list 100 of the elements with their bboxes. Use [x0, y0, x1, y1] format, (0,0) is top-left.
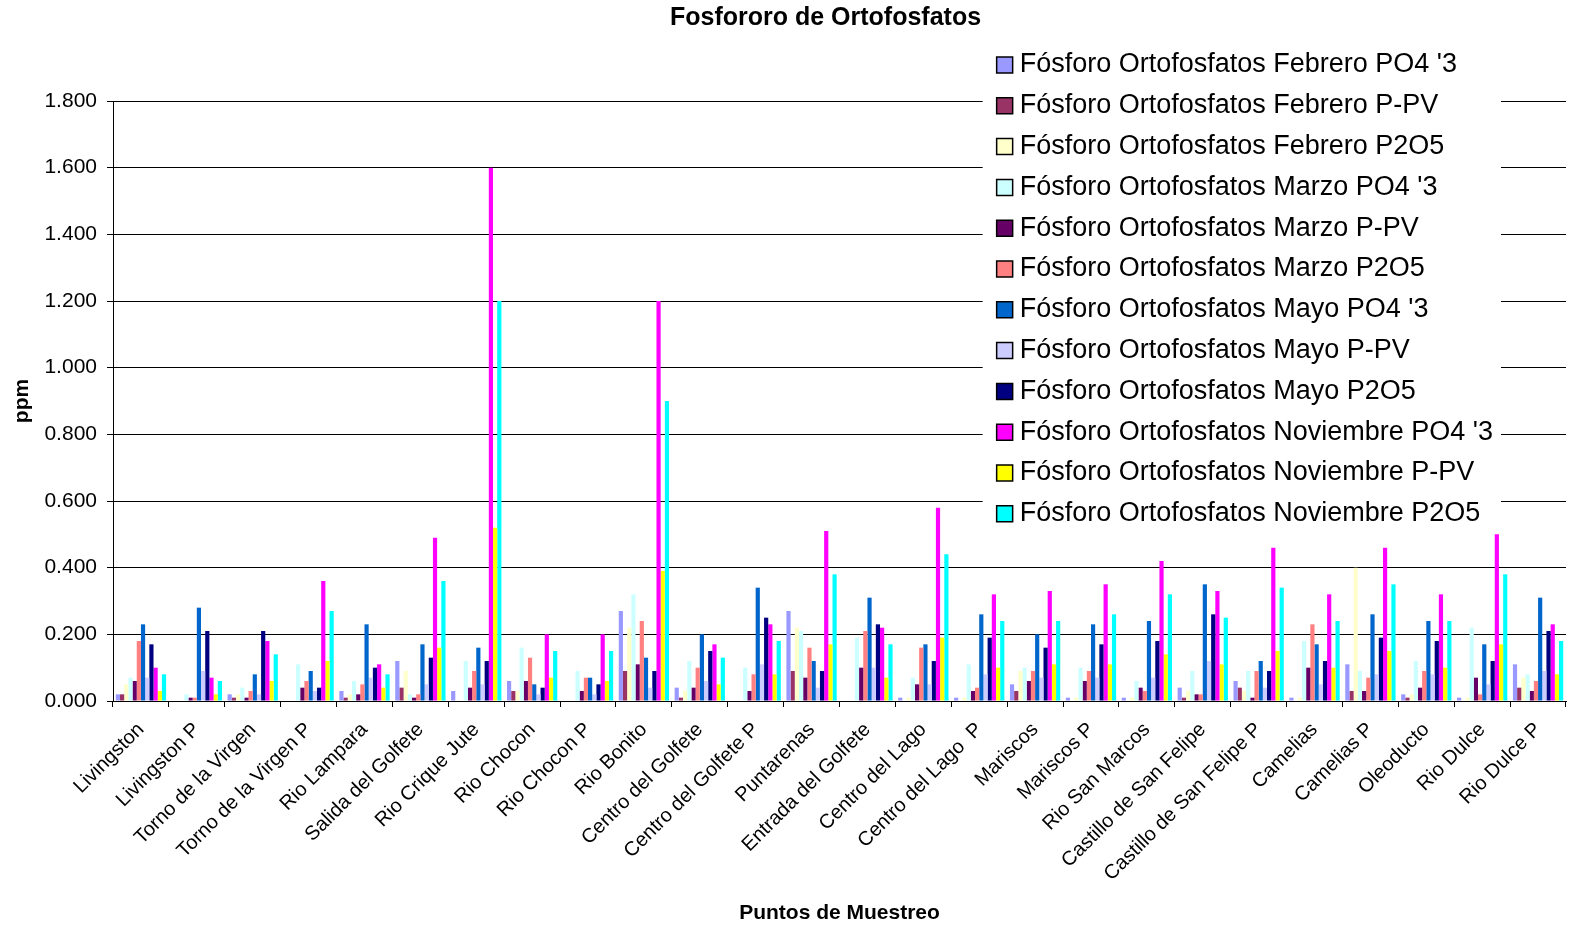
bar — [136, 641, 141, 701]
bar — [639, 621, 644, 701]
bar — [1074, 697, 1079, 701]
bar — [1198, 694, 1203, 701]
bar — [201, 671, 206, 701]
bar — [1310, 624, 1315, 701]
legend-label: Fósforo Ortofosfatos Mayo P-PV — [1019, 334, 1410, 365]
bar — [196, 607, 202, 701]
bar — [1422, 671, 1427, 701]
bar — [1533, 681, 1539, 701]
bar — [1030, 671, 1036, 701]
bar — [1387, 651, 1392, 701]
legend-label: Fósforo Ortofosfatos Noviembre PO4 '3 — [1019, 415, 1493, 446]
bar — [991, 594, 996, 701]
bar — [1107, 664, 1112, 701]
legend-label: Fósforo Ortofosfatos Marzo P-PV — [1019, 211, 1419, 242]
bar — [273, 654, 278, 701]
bar — [970, 691, 976, 701]
y-tick-label: 0.800 — [44, 421, 97, 445]
bar — [256, 694, 262, 701]
bar — [1382, 547, 1388, 701]
bar — [451, 691, 456, 701]
bar — [411, 697, 417, 701]
bar — [476, 647, 481, 701]
bar — [351, 681, 357, 701]
bar — [441, 581, 446, 701]
bar — [652, 671, 657, 701]
bar — [493, 527, 498, 701]
bar — [437, 647, 442, 701]
bar — [824, 531, 829, 701]
bar — [1318, 684, 1323, 701]
bar — [631, 594, 636, 701]
bar — [648, 687, 653, 701]
bar — [1477, 694, 1483, 701]
bar — [575, 671, 580, 701]
bar — [1405, 697, 1410, 701]
bar — [1181, 697, 1186, 701]
bar — [511, 691, 516, 701]
bar — [269, 681, 274, 701]
bar — [235, 694, 241, 701]
bar — [608, 651, 614, 701]
bar — [519, 647, 524, 701]
bar — [1246, 671, 1251, 701]
bar — [472, 671, 477, 701]
bar — [931, 661, 936, 701]
bar — [1155, 641, 1160, 701]
bar — [356, 694, 361, 701]
bar — [1262, 687, 1268, 701]
bar — [364, 624, 369, 701]
bar — [764, 617, 769, 701]
bar — [329, 611, 334, 701]
bar — [399, 687, 404, 701]
bar — [1130, 697, 1135, 701]
bar — [906, 697, 911, 701]
bar — [1469, 627, 1474, 701]
bar — [1223, 617, 1228, 701]
bar — [1503, 574, 1508, 701]
bar — [712, 644, 717, 701]
bar — [1090, 624, 1096, 701]
x-axis-title: Puntos de Muestreo — [739, 899, 940, 923]
bar — [296, 664, 301, 701]
bar — [995, 667, 1001, 701]
bar — [786, 611, 791, 701]
bar — [463, 661, 468, 701]
bar — [1190, 671, 1195, 701]
bar — [1486, 684, 1491, 701]
bar — [1538, 597, 1543, 701]
bar — [231, 697, 236, 701]
bar — [1378, 637, 1383, 701]
bar — [1159, 561, 1164, 701]
bar — [743, 667, 748, 701]
bar — [1554, 674, 1560, 701]
bar — [424, 684, 429, 701]
bar — [484, 661, 489, 701]
bar — [1051, 664, 1057, 701]
bar — [618, 611, 623, 701]
bar — [1279, 587, 1284, 701]
bar — [1202, 584, 1207, 701]
bar — [339, 691, 344, 701]
bar — [1215, 591, 1220, 701]
y-tick-label: 1.800 — [44, 87, 97, 111]
bar — [979, 614, 984, 701]
bar — [871, 667, 876, 701]
bar — [395, 661, 400, 701]
bar — [1314, 644, 1319, 701]
bar — [1103, 584, 1108, 701]
bar — [1250, 697, 1255, 701]
bar — [1271, 547, 1276, 701]
bar — [803, 677, 808, 701]
legend-label: Fósforo Ortofosfatos Marzo PO4 '3 — [1019, 170, 1438, 201]
bar — [954, 697, 959, 701]
bar — [132, 681, 137, 701]
bar — [755, 587, 760, 701]
bar — [1366, 677, 1371, 701]
bar — [1335, 621, 1340, 701]
bar — [703, 681, 709, 701]
bar — [772, 674, 777, 701]
bar — [1473, 677, 1478, 701]
bar — [600, 634, 605, 701]
bar — [205, 631, 210, 701]
